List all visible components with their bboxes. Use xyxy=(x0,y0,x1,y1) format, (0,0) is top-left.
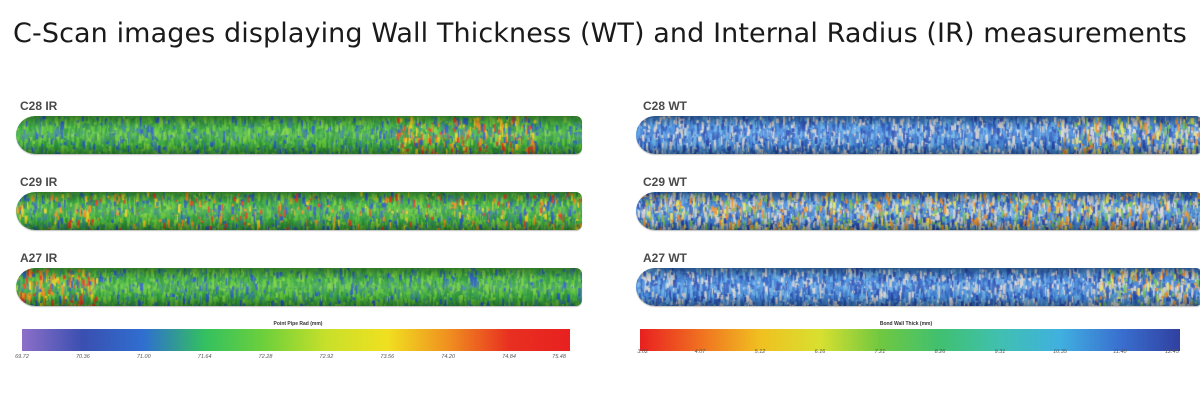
wt-tick: 5.12 xyxy=(754,349,766,355)
ir-tick: 74.20 xyxy=(441,354,456,360)
pipe-label-c29-wt: C29 WT xyxy=(643,175,688,189)
pipe-scan-c28-ir xyxy=(16,116,582,154)
page-title: C-Scan images displaying Wall Thickness … xyxy=(13,18,1187,49)
wt-tick: 4.07 xyxy=(694,349,706,355)
wt-tick: 11.40 xyxy=(1113,349,1127,355)
ir-tick: 74.84 xyxy=(502,354,516,360)
pipe-label-c29-ir: C29 IR xyxy=(20,175,58,189)
ir-tick: 72.92 xyxy=(319,354,334,360)
ir-scale-ticks: 69.72 70.36 71.00 71.64 72.28 72.92 73.5… xyxy=(15,354,570,366)
ir-tick: 71.00 xyxy=(136,354,151,360)
pipe-scan-c29-ir xyxy=(16,192,582,230)
wt-tick: 6.16 xyxy=(814,349,826,355)
ir-tick: 69.72 xyxy=(15,354,29,360)
wt-tick: 7.21 xyxy=(874,349,886,355)
pipe-scan-a27-wt xyxy=(636,268,1200,306)
ir-tick: 71.64 xyxy=(197,354,212,360)
pipe-scan-c28-wt xyxy=(636,116,1200,154)
pipe-label-a27-ir: A27 IR xyxy=(20,251,58,265)
pipe-label-c28-wt: C28 WT xyxy=(643,99,688,113)
ir-tick: 73.56 xyxy=(380,354,395,360)
wt-tick: 9.31 xyxy=(994,349,1006,355)
wt-scale-title: Bond Wall Thick (mm) xyxy=(879,321,933,327)
pipe-label-a27-wt: A27 WT xyxy=(643,251,688,265)
ir-color-scale-bar xyxy=(22,329,570,351)
wt-tick: 3.02 xyxy=(637,349,649,355)
wt-tick: 10.35 xyxy=(1053,349,1067,355)
ir-tick: 70.36 xyxy=(75,354,90,360)
pipe-label-c28-ir: C28 IR xyxy=(20,99,58,113)
wt-tick: 12.45 xyxy=(1165,349,1179,355)
pipe-scan-c29-wt xyxy=(636,192,1200,230)
ir-tick: 72.28 xyxy=(258,354,273,360)
ir-scale-title: Point Pipe Rad (mm) xyxy=(273,321,323,327)
wt-color-scale-bar xyxy=(640,329,1180,351)
wt-tick: 8.26 xyxy=(934,349,946,355)
pipe-scan-a27-ir xyxy=(16,268,582,306)
ir-tick: 75.48 xyxy=(552,354,566,360)
wt-scale-ticks: 3.02 4.07 5.12 6.16 7.21 8.26 9.31 10.35… xyxy=(637,349,1180,361)
